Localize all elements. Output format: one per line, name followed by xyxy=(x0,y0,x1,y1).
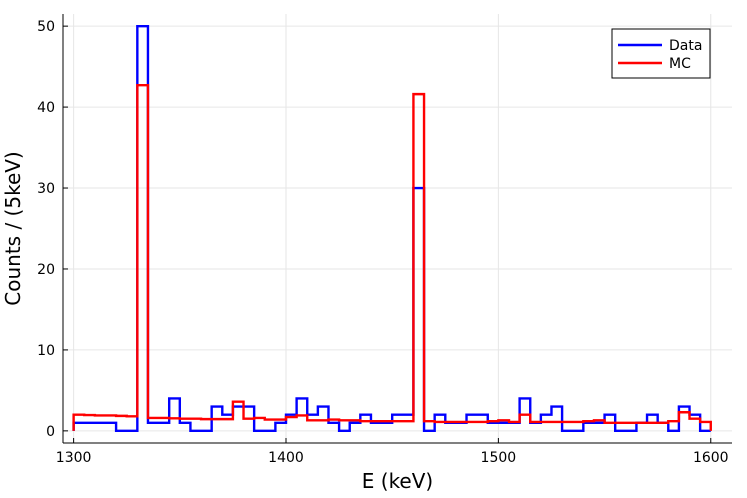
y-tick-label: 10 xyxy=(37,343,55,359)
y-tick-label: 50 xyxy=(37,19,55,35)
legend: Data MC xyxy=(611,28,711,79)
legend-label-mc: MC xyxy=(669,56,691,72)
series-mc-line xyxy=(72,84,712,431)
x-tick-label: 1300 xyxy=(56,450,92,466)
x-tick-label: 1500 xyxy=(481,450,517,466)
x-tick-label: 1400 xyxy=(268,450,304,466)
y-tick-label: 20 xyxy=(37,262,55,278)
y-axis-label: Counts / (5keV) xyxy=(1,151,25,305)
x-tick-label: 1600 xyxy=(693,450,729,466)
y-tick-label: 40 xyxy=(37,100,55,116)
x-axis-label: E (keV) xyxy=(362,469,433,493)
series-data-line xyxy=(72,24,711,433)
series-layer xyxy=(72,24,712,433)
tick-labels: 1300 1400 1500 1600 0 10 20 30 40 50 xyxy=(37,19,728,466)
legend-box xyxy=(611,28,711,79)
axes xyxy=(62,14,732,444)
y-tick-label: 30 xyxy=(37,181,55,197)
grid-lines xyxy=(63,14,732,443)
legend-label-data: Data xyxy=(669,38,702,54)
y-tick-label: 0 xyxy=(46,424,55,440)
